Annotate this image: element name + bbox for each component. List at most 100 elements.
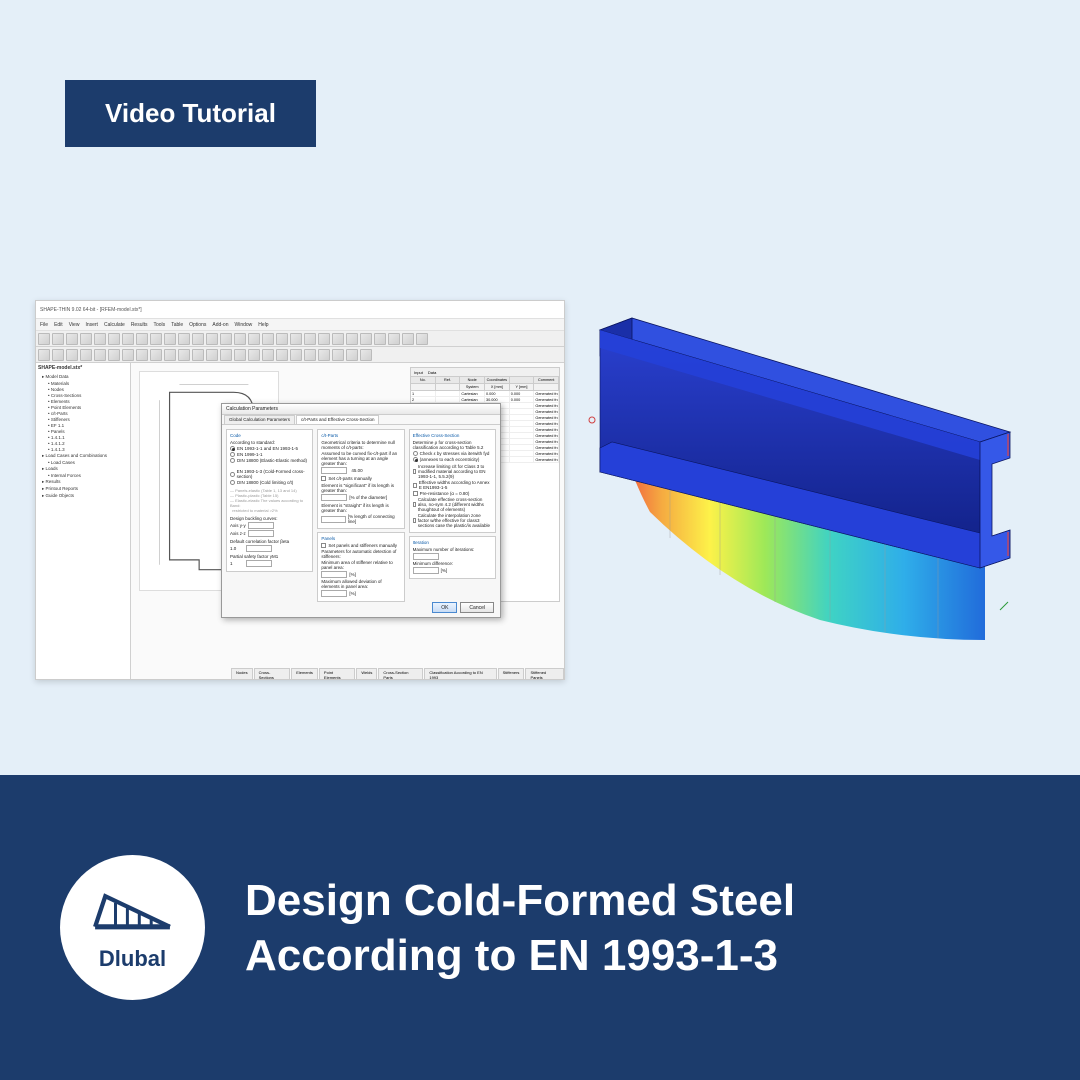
- menu-add-on[interactable]: Add-on: [212, 322, 228, 328]
- table-tab-data[interactable]: Data: [428, 370, 436, 375]
- app-toolbar[interactable]: [36, 331, 564, 347]
- toolbar-icon[interactable]: [122, 349, 134, 361]
- eff-cb1[interactable]: [413, 469, 416, 474]
- set-manually-checkbox[interactable]: [321, 476, 326, 481]
- menu-table[interactable]: Table: [171, 322, 183, 328]
- toolbar-icon[interactable]: [206, 349, 218, 361]
- toolbar-icon[interactable]: [192, 333, 204, 345]
- toolbar-icon[interactable]: [234, 333, 246, 345]
- toolbar-icon[interactable]: [276, 349, 288, 361]
- code-radio[interactable]: [230, 458, 235, 463]
- bottom-tab[interactable]: Stiffened Panels: [525, 668, 564, 679]
- bottom-tab[interactable]: Cross-Sections: [254, 668, 291, 679]
- bottom-tab[interactable]: Cross-Section Parts: [378, 668, 423, 679]
- menu-view[interactable]: View: [69, 322, 80, 328]
- toolbar-icon[interactable]: [220, 333, 232, 345]
- bottom-tab[interactable]: Point Elements: [319, 668, 355, 679]
- toolbar-icon[interactable]: [248, 349, 260, 361]
- eff-cb4[interactable]: [413, 502, 416, 507]
- bottom-tab[interactable]: Stiffeners: [498, 668, 525, 679]
- menu-calculate[interactable]: Calculate: [104, 322, 125, 328]
- toolbar-icon[interactable]: [318, 333, 330, 345]
- toolbar-icon[interactable]: [108, 349, 120, 361]
- ok-button[interactable]: OK: [432, 602, 457, 613]
- panels-manual-checkbox[interactable]: [321, 543, 326, 548]
- toolbar-icon[interactable]: [346, 349, 358, 361]
- toolbar-icon[interactable]: [38, 333, 50, 345]
- toolbar-icon[interactable]: [136, 349, 148, 361]
- toolbar-icon[interactable]: [52, 333, 64, 345]
- panel-max-field[interactable]: [321, 590, 347, 597]
- menu-edit[interactable]: Edit: [54, 322, 63, 328]
- tree-item[interactable]: ▸ Model Data: [38, 373, 128, 380]
- toolbar-icon[interactable]: [332, 349, 344, 361]
- toolbar-icon[interactable]: [66, 349, 78, 361]
- angle-field[interactable]: [321, 467, 347, 474]
- toolbar-icon[interactable]: [402, 333, 414, 345]
- toolbar-icon[interactable]: [346, 333, 358, 345]
- toolbar-icon[interactable]: [248, 333, 260, 345]
- toolbar-icon[interactable]: [220, 349, 232, 361]
- toolbar-icon[interactable]: [136, 333, 148, 345]
- bottom-tab[interactable]: Elements: [291, 668, 318, 679]
- toolbar-icon[interactable]: [178, 333, 190, 345]
- project-tree[interactable]: SHAPE-model.stx* ▸ Model Data• Materials…: [36, 363, 131, 679]
- toolbar-icon[interactable]: [374, 333, 386, 345]
- toolbar-icon[interactable]: [150, 349, 162, 361]
- tree-item[interactable]: ▸ Loads: [38, 465, 128, 472]
- signif-field[interactable]: [321, 494, 347, 501]
- toolbar-icon[interactable]: [304, 333, 316, 345]
- toolbar-icon[interactable]: [206, 333, 218, 345]
- toolbar-icon[interactable]: [332, 333, 344, 345]
- code-radio[interactable]: [230, 446, 235, 451]
- menu-window[interactable]: Window: [235, 322, 253, 328]
- bottom-tab[interactable]: Nodes: [231, 668, 253, 679]
- toolbar-icon[interactable]: [192, 349, 204, 361]
- app-menubar[interactable]: File Edit View Insert Calculate Results Tools T…: [36, 319, 564, 331]
- eff-r2-radio[interactable]: [413, 457, 418, 462]
- toolbar-icon[interactable]: [164, 349, 176, 361]
- calculation-parameters-dialog[interactable]: Calculation Parameters Global Calculatio…: [221, 403, 501, 618]
- iter-min-field[interactable]: [413, 567, 439, 574]
- toolbar-icon[interactable]: [360, 349, 372, 361]
- cancel-button[interactable]: Cancel: [460, 602, 494, 613]
- tree-item[interactable]: ▸ Results: [38, 478, 128, 485]
- menu-tools[interactable]: Tools: [154, 322, 166, 328]
- eff-cb5[interactable]: [413, 518, 416, 523]
- toolbar-icon[interactable]: [178, 349, 190, 361]
- dialog-tab-ctparts[interactable]: c/t-Parts and Effective Cross-Section: [296, 415, 379, 424]
- eff-cb3[interactable]: [413, 491, 418, 496]
- toolbar-icon[interactable]: [262, 333, 274, 345]
- toolbar-icon[interactable]: [360, 333, 372, 345]
- toolbar-icon[interactable]: [80, 349, 92, 361]
- menu-results[interactable]: Results: [131, 322, 148, 328]
- toolbar-icon[interactable]: [234, 349, 246, 361]
- toolbar-icon[interactable]: [318, 349, 330, 361]
- panel-min-field[interactable]: [321, 571, 347, 578]
- code-radio[interactable]: [230, 480, 235, 485]
- toolbar-icon[interactable]: [290, 333, 302, 345]
- code-radio[interactable]: [230, 472, 235, 477]
- corr-field[interactable]: [246, 545, 272, 552]
- menu-file[interactable]: File: [40, 322, 48, 328]
- eff-r1-radio[interactable]: [413, 451, 418, 456]
- menu-insert[interactable]: Insert: [85, 322, 98, 328]
- eff-cb2[interactable]: [413, 483, 417, 488]
- toolbar-icon[interactable]: [262, 349, 274, 361]
- axis-z-field[interactable]: [248, 530, 274, 537]
- toolbar-icon[interactable]: [38, 349, 50, 361]
- tree-item[interactable]: ▸ Guide Objects: [38, 492, 128, 499]
- toolbar-icon[interactable]: [388, 333, 400, 345]
- toolbar-icon[interactable]: [108, 333, 120, 345]
- toolbar-icon[interactable]: [290, 349, 302, 361]
- dialog-tabs[interactable]: Global Calculation Parameters c/t-Parts …: [222, 415, 500, 425]
- bottom-tab[interactable]: Classification According to EN 1993: [424, 668, 496, 679]
- bottom-tabs[interactable]: NodesCross-SectionsElementsPoint Element…: [231, 668, 564, 679]
- app-toolbar-2[interactable]: [36, 347, 564, 363]
- toolbar-icon[interactable]: [416, 333, 428, 345]
- toolbar-icon[interactable]: [80, 333, 92, 345]
- toolbar-icon[interactable]: [94, 349, 106, 361]
- menu-help[interactable]: Help: [258, 322, 268, 328]
- toolbar-icon[interactable]: [122, 333, 134, 345]
- code-radio[interactable]: [230, 452, 235, 457]
